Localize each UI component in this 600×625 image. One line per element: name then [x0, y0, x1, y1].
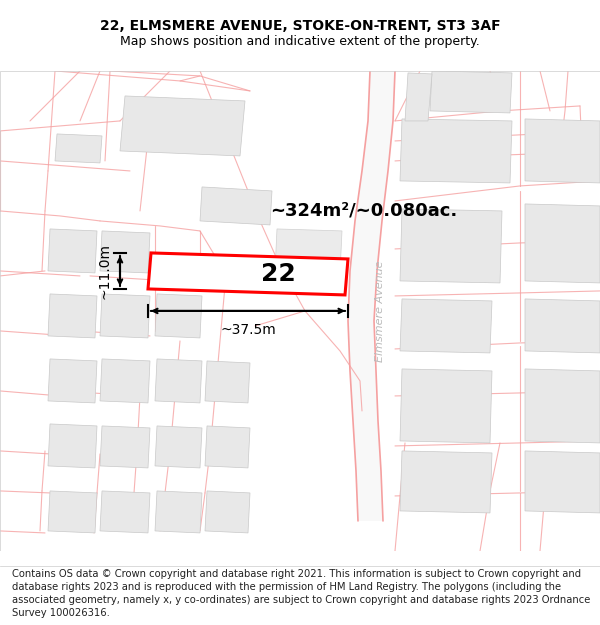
Polygon shape: [200, 187, 272, 225]
Polygon shape: [400, 369, 492, 443]
Text: Contains OS data © Crown copyright and database right 2021. This information is : Contains OS data © Crown copyright and d…: [12, 569, 590, 618]
Text: ~324m²/~0.080ac.: ~324m²/~0.080ac.: [270, 202, 457, 220]
Polygon shape: [400, 209, 502, 283]
Polygon shape: [100, 294, 150, 338]
Polygon shape: [48, 294, 97, 338]
Polygon shape: [100, 359, 150, 403]
Polygon shape: [205, 361, 250, 403]
Text: ~11.0m: ~11.0m: [98, 243, 112, 299]
Text: Elmsmere Avenue: Elmsmere Avenue: [375, 260, 385, 362]
Polygon shape: [525, 299, 600, 353]
Polygon shape: [155, 426, 202, 468]
Text: Map shows position and indicative extent of the property.: Map shows position and indicative extent…: [120, 35, 480, 48]
Polygon shape: [400, 451, 492, 513]
Polygon shape: [275, 229, 342, 273]
Polygon shape: [155, 359, 202, 403]
Polygon shape: [155, 294, 202, 338]
Polygon shape: [48, 491, 97, 533]
Polygon shape: [148, 253, 348, 295]
Text: 22, ELMSMERE AVENUE, STOKE-ON-TRENT, ST3 3AF: 22, ELMSMERE AVENUE, STOKE-ON-TRENT, ST3…: [100, 19, 500, 33]
Polygon shape: [48, 424, 97, 468]
Polygon shape: [430, 71, 512, 113]
Polygon shape: [55, 134, 102, 163]
Polygon shape: [348, 71, 395, 521]
Polygon shape: [120, 96, 245, 156]
Text: ~37.5m: ~37.5m: [220, 323, 276, 337]
Polygon shape: [400, 119, 512, 183]
Polygon shape: [405, 73, 432, 121]
Polygon shape: [48, 229, 97, 273]
Polygon shape: [100, 426, 150, 468]
Polygon shape: [48, 359, 97, 403]
Polygon shape: [200, 254, 252, 283]
Polygon shape: [205, 426, 250, 468]
Text: 22: 22: [260, 262, 295, 286]
Polygon shape: [525, 451, 600, 513]
Polygon shape: [525, 204, 600, 283]
Polygon shape: [525, 369, 600, 443]
Polygon shape: [400, 299, 492, 353]
Polygon shape: [525, 119, 600, 183]
Polygon shape: [205, 491, 250, 533]
Polygon shape: [100, 491, 150, 533]
Polygon shape: [100, 231, 150, 273]
Polygon shape: [155, 491, 202, 533]
